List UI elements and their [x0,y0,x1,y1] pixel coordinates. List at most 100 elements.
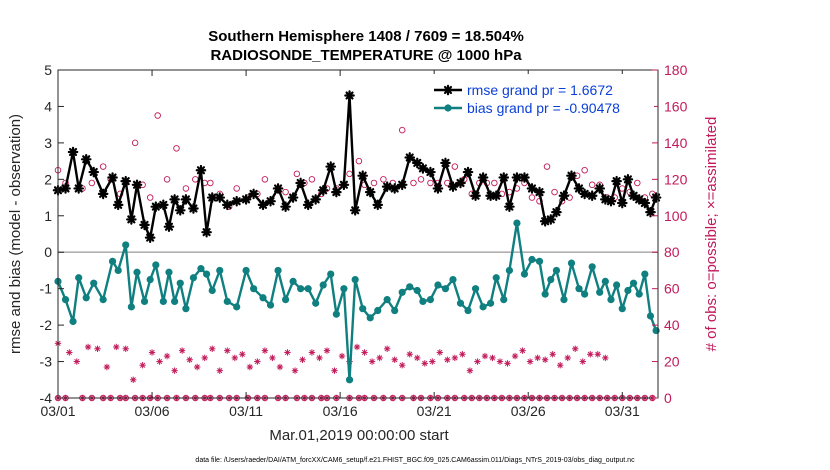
rmse-point [526,183,538,194]
bias-point [624,286,632,295]
bias-point [366,314,374,322]
rmse-point [60,183,71,194]
obs-assimilated-point [299,356,306,363]
rmse-point [144,232,156,243]
y2-tick-label: 140 [664,135,688,151]
rmse-point [349,205,361,216]
bias-point [596,288,604,296]
obs-assimilated-point [368,358,376,365]
x-tick-label: 03/16 [323,403,358,419]
rmse-point [357,170,369,181]
obs-assimilated-point [84,343,92,351]
x-axis-ticks: 03/01 03/06 03/11 03/16 03/21 03/26 03/31 [40,70,640,419]
rmse-point [88,166,100,178]
obs-possible-point [417,176,425,183]
x-tick-label: 03/11 [229,403,263,419]
rmse-point [425,166,436,178]
obs-possible-point [182,185,190,192]
obs-assimilated-point [261,347,269,354]
bias-point [391,306,399,315]
y2-tick-label: 100 [664,208,688,224]
rmse-point [310,194,321,205]
obs-possible-point [99,163,107,170]
rmse-point [112,199,124,211]
obs-assimilated-point [308,349,316,356]
bias-point [607,296,615,304]
series-markers [52,90,662,384]
y-tick-label: 0 [44,244,52,260]
bias-point [374,306,382,315]
bias-point [182,305,190,313]
rmse-point [586,190,598,202]
rmse-point [188,203,199,214]
rmse-point [498,172,510,183]
obs-assimilated-point [178,347,186,354]
obs-assimilated-point [323,347,331,354]
bias-point [426,296,435,304]
bias-point [319,281,327,289]
bias-point [297,285,305,293]
obs-assimilated-point [231,354,239,362]
obs-assimilated-point [519,347,526,354]
obs-assimilated-point [73,358,81,365]
bias-point [61,296,70,304]
y-tick-label: 4 [44,98,52,114]
rmse-point [622,174,634,185]
rmse-point [120,175,132,187]
obs-assimilated-point [504,360,511,367]
rmse-point [490,190,502,202]
rmse-point [126,214,137,225]
legend-rmse-star [442,84,454,96]
rmse-point [372,199,384,211]
rmse-point [432,183,444,194]
rmse-point [317,184,329,196]
bias-point [289,277,297,285]
obs-assimilated-point [316,354,323,362]
obs-assimilated-point [436,349,444,356]
bias-point [464,306,472,315]
rmse-point [265,195,276,207]
obs-possible-point [427,179,434,187]
rmse-point [579,188,590,200]
rmse-point [174,205,186,216]
bias-point [613,281,621,289]
obs-assimilated-point [429,358,436,365]
obs-assimilated-point [193,363,201,371]
obs-assimilated-point [331,367,338,374]
rmse-point [440,157,451,169]
bias-point [99,296,107,304]
bias-point [383,296,391,304]
obs-assimilated-point [496,358,504,365]
bias-point [242,266,250,275]
bias-point [140,297,149,306]
obs-possible-point [528,194,536,201]
bias-point [197,265,205,273]
obs-possible-point [146,194,154,201]
rmse-point [477,172,489,183]
bias-point [471,285,480,293]
y-tick-label: 5 [44,62,52,78]
bias-point [505,266,514,275]
rmse-point [605,195,617,207]
obs-possible-point [261,176,269,183]
bias-point [259,294,267,302]
obs-assimilated-point [534,354,541,362]
obs-assimilated-point [246,363,254,371]
obs-assimilated-point [163,352,171,360]
rmse-point [257,199,269,211]
obs-assimilated-point [474,358,481,365]
rmse-point [462,166,474,178]
obs-possible-point [543,163,551,170]
obs-assimilated-point [594,351,602,358]
rmse-point [295,177,306,189]
rmse-point [381,181,393,192]
bias-point [575,285,583,293]
obs-assimilated-point [156,358,163,365]
y-tick-label: 1 [44,208,52,224]
bias-point [560,296,568,304]
obs-assimilated-point [541,356,549,363]
obs-possible-point [282,188,289,196]
bias-point [69,317,77,326]
obs-possible-point [398,126,406,134]
rmse-point [180,194,192,205]
